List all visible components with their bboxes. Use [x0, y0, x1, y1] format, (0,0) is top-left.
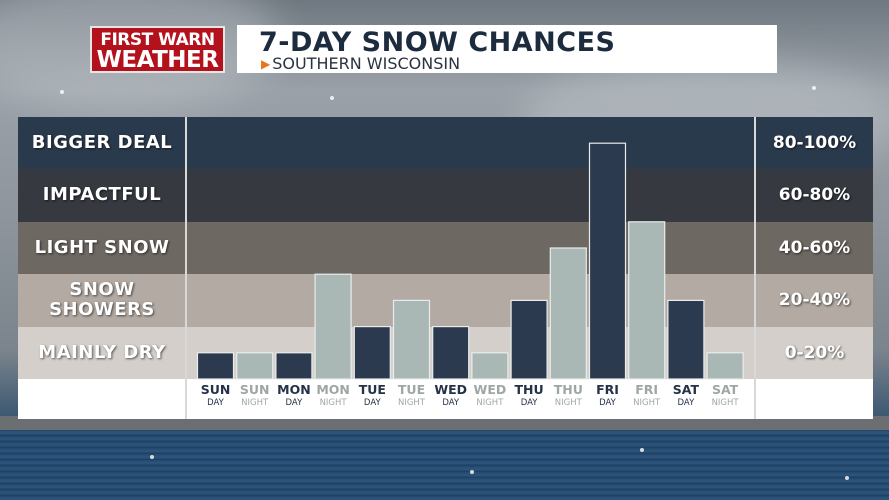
x-tick-part: DAY	[599, 398, 616, 408]
band-range: 60-80%	[778, 185, 851, 206]
snowflake-decoration	[330, 96, 334, 100]
x-tick-day: FRI	[596, 382, 619, 397]
x-tick-label: FRI NIGHT	[627, 383, 666, 409]
x-tick-day: WED	[473, 382, 507, 397]
bar-tue-day	[353, 326, 391, 380]
bar-sat-night	[706, 352, 744, 380]
x-tick-label: THU DAY	[510, 383, 549, 409]
x-tick-day: THU	[514, 382, 544, 397]
snowflake-decoration	[470, 470, 474, 474]
band-background	[18, 117, 873, 170]
band-background	[18, 274, 873, 328]
x-tick-part: NIGHT	[476, 398, 504, 408]
title-box: 7-DAY SNOW CHANCES ▶ SOUTHERN WISCONSIN	[237, 25, 777, 73]
x-tick-label: SAT DAY	[666, 383, 705, 409]
snowflake-decoration	[150, 455, 154, 459]
x-tick-part: NIGHT	[711, 398, 739, 408]
band-label: IMPACTFUL	[42, 184, 162, 206]
band-background	[18, 169, 873, 223]
x-tick-label: MON DAY	[274, 383, 313, 409]
band-label: BIGGER DEAL	[31, 132, 173, 153]
bar-thu-night	[549, 247, 587, 380]
x-tick-part: DAY	[677, 398, 695, 408]
x-tick-part: DAY	[363, 398, 381, 408]
x-tick-part: DAY	[442, 398, 460, 408]
x-tick-day: THU	[553, 382, 583, 397]
snowflake-decoration	[640, 448, 644, 452]
logo-text-first: FIRST	[100, 30, 153, 50]
x-tick-part: NIGHT	[633, 398, 661, 408]
x-tick-day: TUE	[358, 382, 386, 397]
band-range: 80-100%	[772, 133, 857, 153]
x-tick-part: DAY	[207, 398, 224, 408]
page-title: 7-DAY SNOW CHANCES	[259, 27, 616, 58]
snowflake-decoration	[845, 476, 849, 480]
bar-mon-day	[275, 352, 313, 380]
snowflake-decoration	[812, 86, 816, 90]
x-tick-label: SAT NIGHT	[706, 383, 745, 409]
logo-text-weather: WEATHER	[96, 47, 219, 73]
x-tick-part: NIGHT	[554, 398, 582, 408]
page-subtitle: ▶ SOUTHERN WISCONSIN	[261, 54, 460, 73]
x-tick-label: TUE NIGHT	[392, 383, 431, 409]
x-tick-label: SUN DAY	[196, 383, 235, 409]
lake-decoration	[0, 430, 889, 500]
band-range: 40-60%	[778, 237, 851, 258]
x-tick-day: SAT	[672, 382, 699, 397]
bar-mon-night	[314, 273, 352, 380]
x-tick-day: FRI	[635, 382, 659, 397]
x-tick-part: NIGHT	[397, 398, 426, 408]
band-label: MAINLY DRY	[38, 341, 166, 363]
bar-sun-night	[236, 352, 274, 380]
x-axis-row	[18, 379, 873, 419]
first-warn-weather-logo: FIRST WARN WEATHER	[90, 26, 225, 73]
band-background	[18, 221, 873, 275]
x-tick-day: MON	[316, 382, 350, 397]
x-tick-day: SUN	[200, 382, 231, 397]
x-tick-day: WED	[434, 382, 468, 397]
bar-wed-night	[471, 352, 509, 380]
bar-tue-night	[392, 299, 431, 380]
bar-wed-day	[432, 326, 470, 380]
left-divider	[185, 117, 187, 419]
logo-text-warn: WARN	[158, 30, 215, 50]
x-tick-label: MON NIGHT	[314, 383, 353, 409]
band-label: LIGHT SNOW	[34, 236, 170, 258]
bar-fri-night	[628, 221, 666, 380]
x-tick-part: NIGHT	[241, 398, 269, 408]
bar-thu-day	[510, 299, 548, 380]
x-tick-part: DAY	[285, 398, 303, 408]
x-tick-day: SAT	[711, 382, 739, 397]
subtitle-text: SOUTHERN WISCONSIN	[272, 54, 461, 73]
x-tick-label: SUN NIGHT	[235, 383, 274, 409]
x-tick-day: TUE	[397, 382, 426, 397]
x-tick-day: SUN	[239, 382, 270, 397]
x-tick-label: WED NIGHT	[470, 383, 509, 409]
snowflake-decoration	[60, 90, 64, 94]
bar-sun-day	[196, 352, 235, 380]
x-tick-part: DAY	[520, 398, 538, 408]
x-tick-label: FRI DAY	[588, 383, 627, 409]
x-tick-label: WED DAY	[431, 383, 470, 409]
play-arrow-icon: ▶	[261, 57, 271, 71]
x-tick-label: TUE DAY	[353, 383, 392, 409]
band-range: 0-20%	[784, 342, 845, 363]
band-range: 20-40%	[778, 290, 851, 311]
right-divider	[754, 117, 756, 419]
band-label: SNOW SHOWERS	[49, 279, 155, 321]
x-tick-part: NIGHT	[319, 398, 347, 408]
bar-fri-day	[588, 142, 627, 380]
bar-sat-day	[667, 299, 705, 380]
x-tick-day: MON	[277, 382, 311, 397]
shoreline-decoration	[0, 416, 889, 432]
x-tick-label: THU NIGHT	[549, 383, 588, 409]
